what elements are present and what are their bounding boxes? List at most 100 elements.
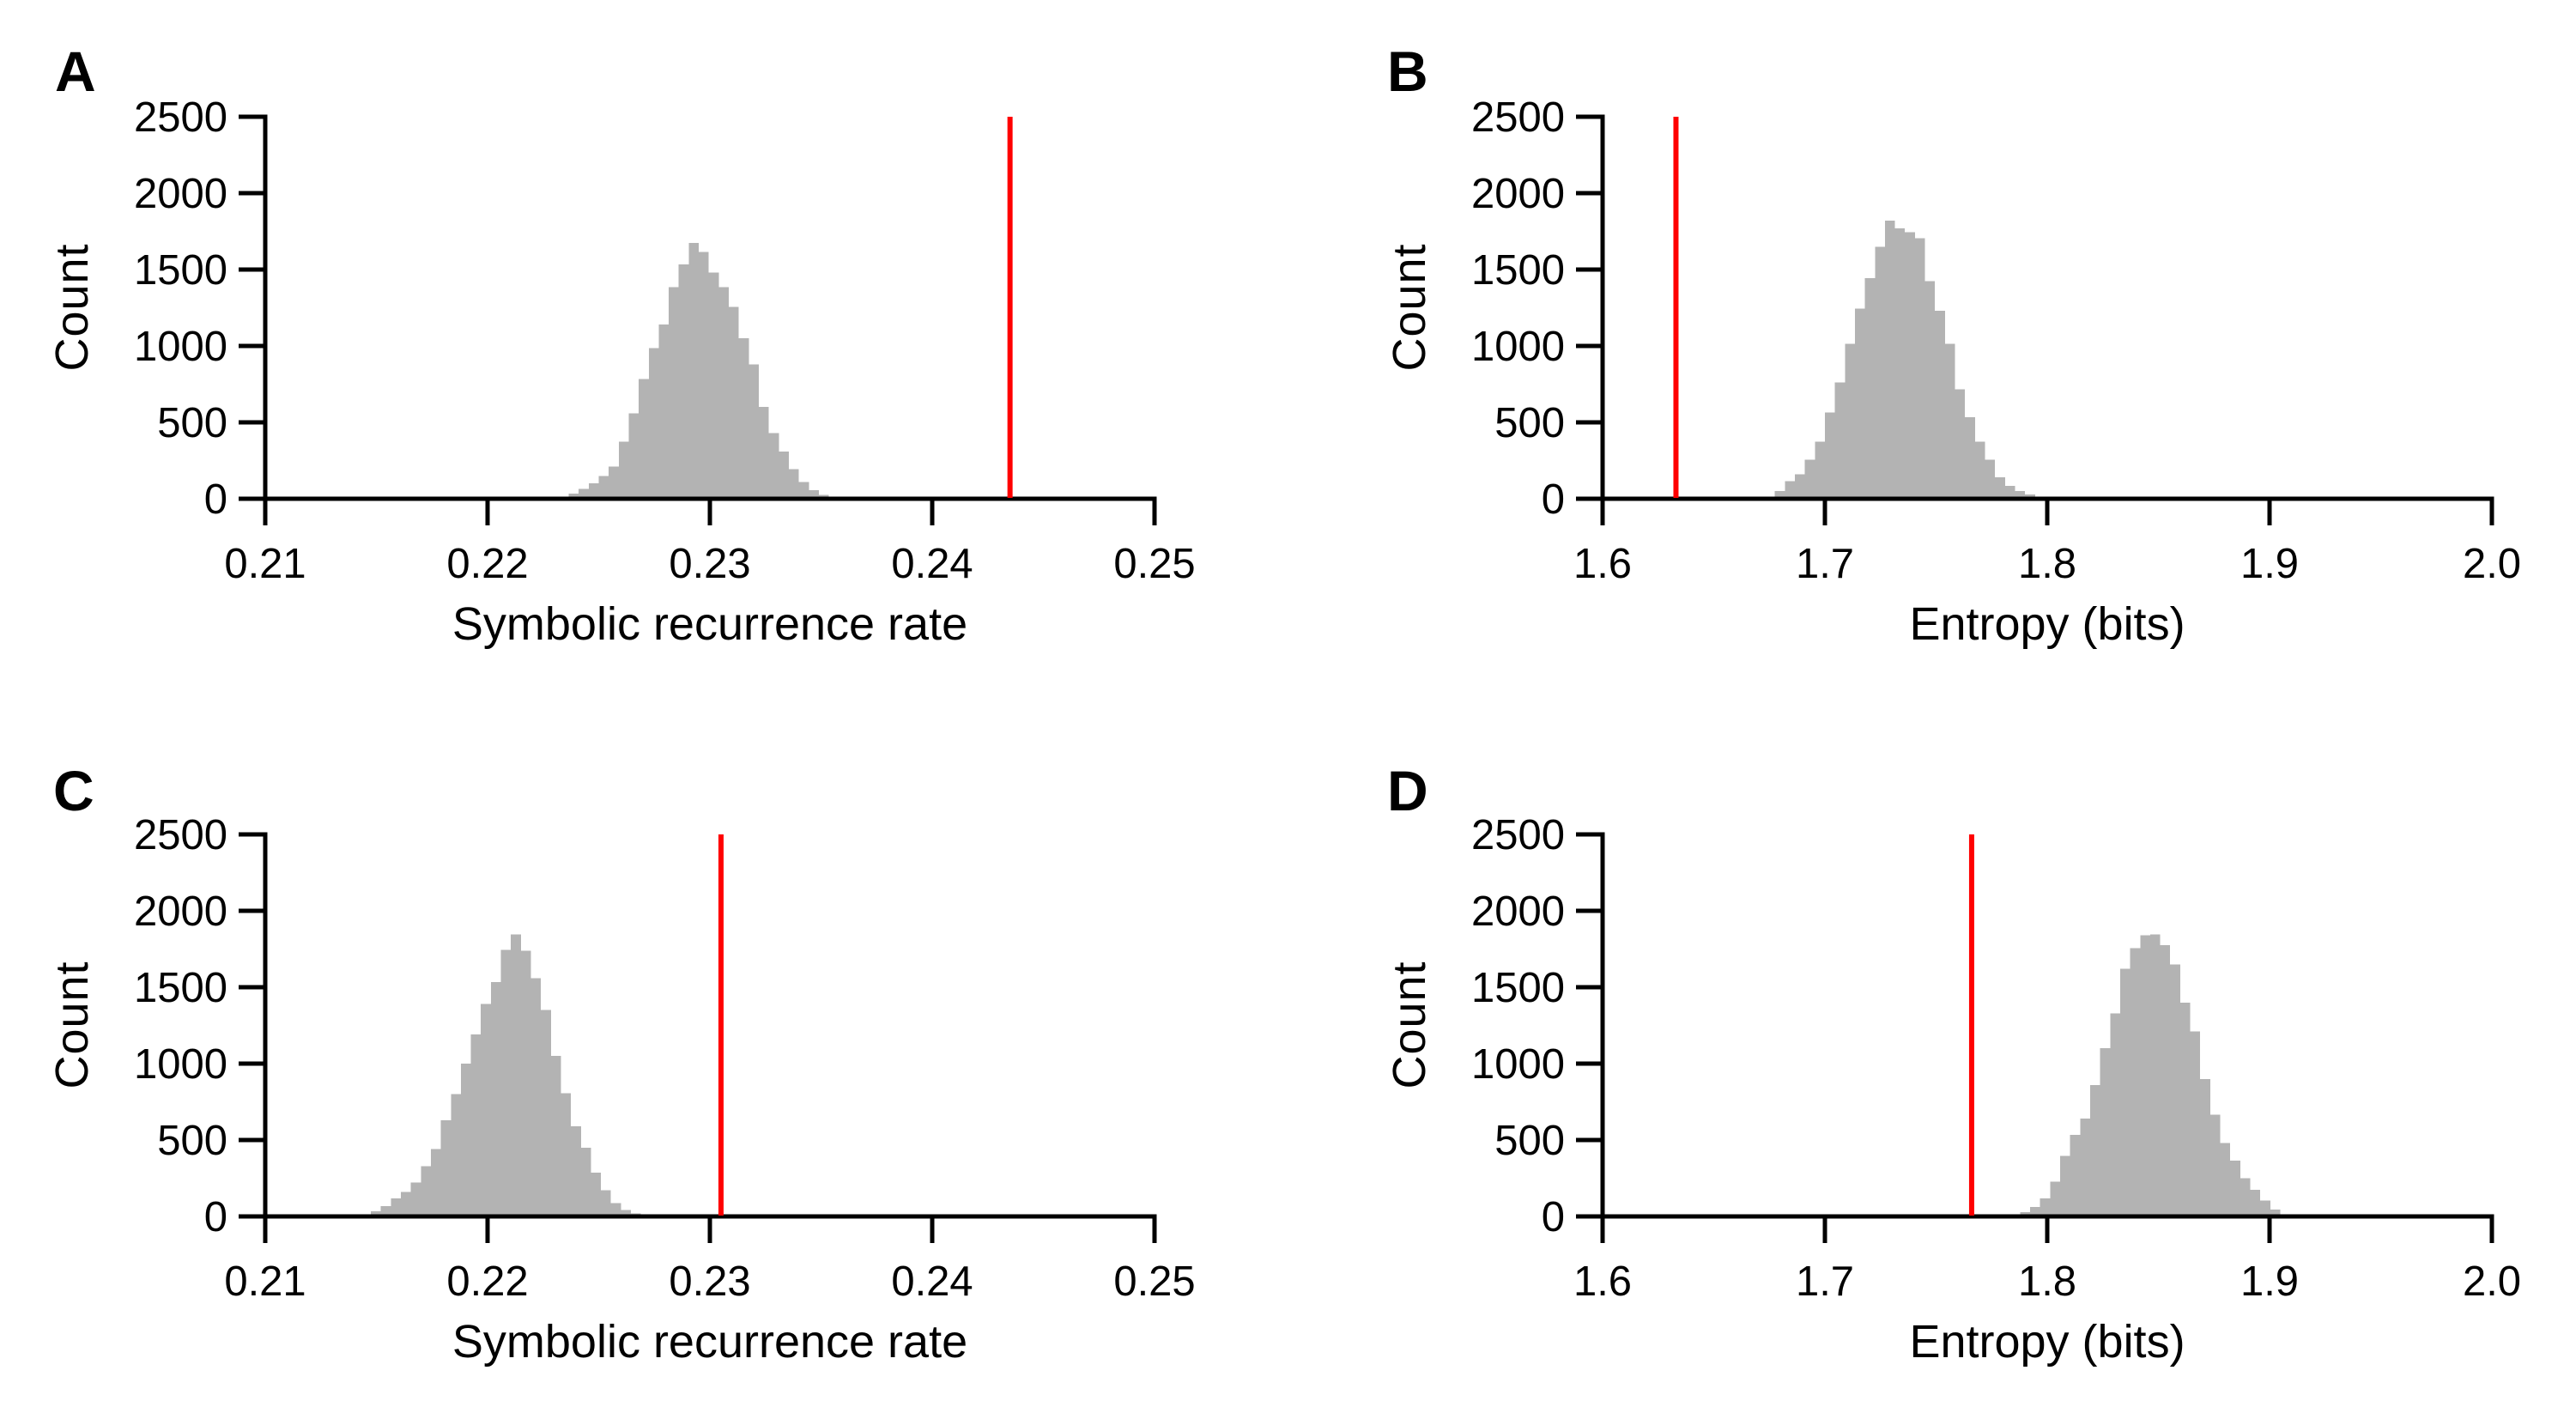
panel-c-y-axis-title: Count bbox=[46, 961, 98, 1089]
histogram-bar-d bbox=[2070, 1134, 2081, 1216]
x-tick-label-c: 0.24 bbox=[891, 1258, 973, 1305]
histogram-bar-b bbox=[1995, 477, 2005, 499]
histogram-bar-d bbox=[2209, 1114, 2221, 1216]
histogram-bar-c bbox=[470, 1034, 482, 1216]
histogram-bar-d bbox=[2060, 1155, 2070, 1216]
histogram-bar-c bbox=[621, 1210, 632, 1216]
y-tick-label-a: 1000 bbox=[134, 324, 227, 370]
y-tick-label-b: 1500 bbox=[1471, 247, 1565, 294]
histogram-bar-a bbox=[648, 348, 659, 499]
histogram-bar-b bbox=[1804, 459, 1815, 499]
y-tick-label-c: 2500 bbox=[134, 812, 227, 858]
histogram-bar-c bbox=[421, 1166, 431, 1216]
histogram-bar-a bbox=[768, 433, 779, 499]
histogram-bar-c bbox=[571, 1125, 581, 1216]
histogram-bar-a bbox=[579, 488, 589, 499]
histogram-bar-b bbox=[2004, 485, 2015, 499]
histogram-bar-c bbox=[380, 1206, 391, 1216]
panel-d-x-axis-title: Entropy (bits) bbox=[1909, 1316, 2185, 1368]
panel-b-x-axis-title: Entropy (bits) bbox=[1909, 598, 2185, 650]
histogram-bar-b bbox=[1955, 389, 1966, 499]
y-tick-label-d: 1500 bbox=[1471, 965, 1565, 1011]
histogram-bar-b bbox=[1834, 382, 1846, 499]
histogram-bar-c bbox=[451, 1094, 461, 1216]
histogram-bar-b bbox=[1884, 221, 1895, 499]
histogram-bar-d bbox=[2220, 1143, 2231, 1216]
histogram-bar-d bbox=[2110, 1013, 2120, 1216]
histogram-bar-b bbox=[1965, 416, 1975, 499]
x-tick-label-c: 0.25 bbox=[1113, 1258, 1195, 1305]
y-tick-label-d: 1000 bbox=[1471, 1041, 1565, 1088]
histogram-bar-d bbox=[2080, 1119, 2090, 1216]
histogram-bar-a bbox=[798, 482, 809, 499]
histogram-bar-c bbox=[511, 934, 521, 1216]
histogram-bar-c bbox=[490, 981, 501, 1216]
y-tick-label-a: 500 bbox=[157, 400, 227, 446]
x-tick-label-b: 1.7 bbox=[1796, 541, 1854, 587]
y-tick-label-c: 2000 bbox=[134, 888, 227, 935]
histogram-bar-b bbox=[1894, 227, 1906, 499]
histogram-bar-c bbox=[391, 1198, 401, 1216]
panel-a-x-axis-title: Symbolic recurrence rate bbox=[452, 598, 968, 650]
x-tick-label-b: 2.0 bbox=[2463, 541, 2521, 587]
histogram-bar-c bbox=[561, 1093, 572, 1216]
histogram-bar-b bbox=[1845, 343, 1855, 499]
histogram-bar-a bbox=[658, 324, 670, 499]
histogram-bar-c bbox=[430, 1149, 441, 1216]
histogram-bar-b bbox=[1924, 281, 1936, 499]
panel-d-y-axis-title: Count bbox=[1384, 961, 1435, 1089]
panel-b-label: B bbox=[1387, 39, 1428, 103]
panel-b-y-axis-title: Count bbox=[1384, 243, 1435, 372]
histogram-bar-d bbox=[2030, 1206, 2040, 1216]
x-tick-label-c: 0.23 bbox=[669, 1258, 750, 1305]
y-tick-label-d: 0 bbox=[1542, 1194, 1565, 1240]
x-tick-label-a: 0.21 bbox=[224, 541, 306, 587]
histogram-bar-d bbox=[2200, 1078, 2210, 1216]
histogram-bar-a bbox=[588, 483, 599, 499]
x-tick-label-a: 0.22 bbox=[446, 541, 528, 587]
panel-d-label: D bbox=[1387, 759, 1428, 822]
y-tick-label-d: 500 bbox=[1494, 1118, 1565, 1164]
histogram-bar-b bbox=[1974, 441, 1985, 499]
x-tick-label-d: 1.9 bbox=[2240, 1258, 2299, 1305]
histogram-bar-d bbox=[2160, 945, 2171, 1216]
histogram-bar-d bbox=[2130, 948, 2141, 1216]
histogram-bar-d bbox=[2190, 1031, 2201, 1216]
histogram-bar-c bbox=[601, 1190, 611, 1216]
x-tick-label-b: 1.6 bbox=[1573, 541, 1632, 587]
histogram-bar-b bbox=[1905, 232, 1915, 499]
histogram-bar-d bbox=[2179, 1002, 2191, 1216]
histogram-bar-a bbox=[688, 242, 700, 499]
histogram-bar-b bbox=[1825, 412, 1835, 499]
histogram-bar-d bbox=[2250, 1189, 2261, 1216]
histogram-bar-a bbox=[738, 338, 749, 499]
x-tick-label-c: 0.22 bbox=[446, 1258, 528, 1305]
histogram-bar-c bbox=[440, 1120, 452, 1216]
y-tick-label-b: 1000 bbox=[1471, 324, 1565, 370]
y-tick-label-c: 1000 bbox=[134, 1041, 227, 1088]
histogram-bar-b bbox=[1795, 474, 1805, 499]
histogram-bar-d bbox=[2040, 1198, 2051, 1216]
histogram-bar-c bbox=[371, 1210, 381, 1216]
panel-a-y-axis-title: Count bbox=[46, 243, 98, 372]
y-tick-label-d: 2000 bbox=[1471, 888, 1565, 935]
histogram-bar-d bbox=[2050, 1181, 2061, 1216]
x-tick-label-a: 0.24 bbox=[891, 541, 973, 587]
y-tick-label-c: 500 bbox=[157, 1118, 227, 1164]
panel-a-label: A bbox=[55, 39, 96, 103]
x-tick-label-a: 0.25 bbox=[1113, 541, 1195, 587]
histogram-bar-c bbox=[610, 1203, 621, 1216]
histogram-bar-a bbox=[628, 413, 639, 499]
histogram-bar-b bbox=[2015, 491, 2026, 499]
histogram-bar-c bbox=[541, 1010, 551, 1216]
histogram-bar-d bbox=[2230, 1161, 2240, 1216]
histogram-bar-d bbox=[2149, 934, 2161, 1216]
histogram-bar-c bbox=[591, 1172, 602, 1216]
histogram-bar-b bbox=[1914, 238, 1925, 499]
histogram-bar-d bbox=[2170, 964, 2180, 1216]
histogram-bar-b bbox=[1854, 308, 1865, 499]
y-tick-label-d: 2500 bbox=[1471, 812, 1565, 858]
histogram-bar-a bbox=[749, 364, 759, 499]
histogram-bar-b bbox=[1875, 246, 1885, 499]
histogram-bar-c bbox=[520, 950, 531, 1216]
